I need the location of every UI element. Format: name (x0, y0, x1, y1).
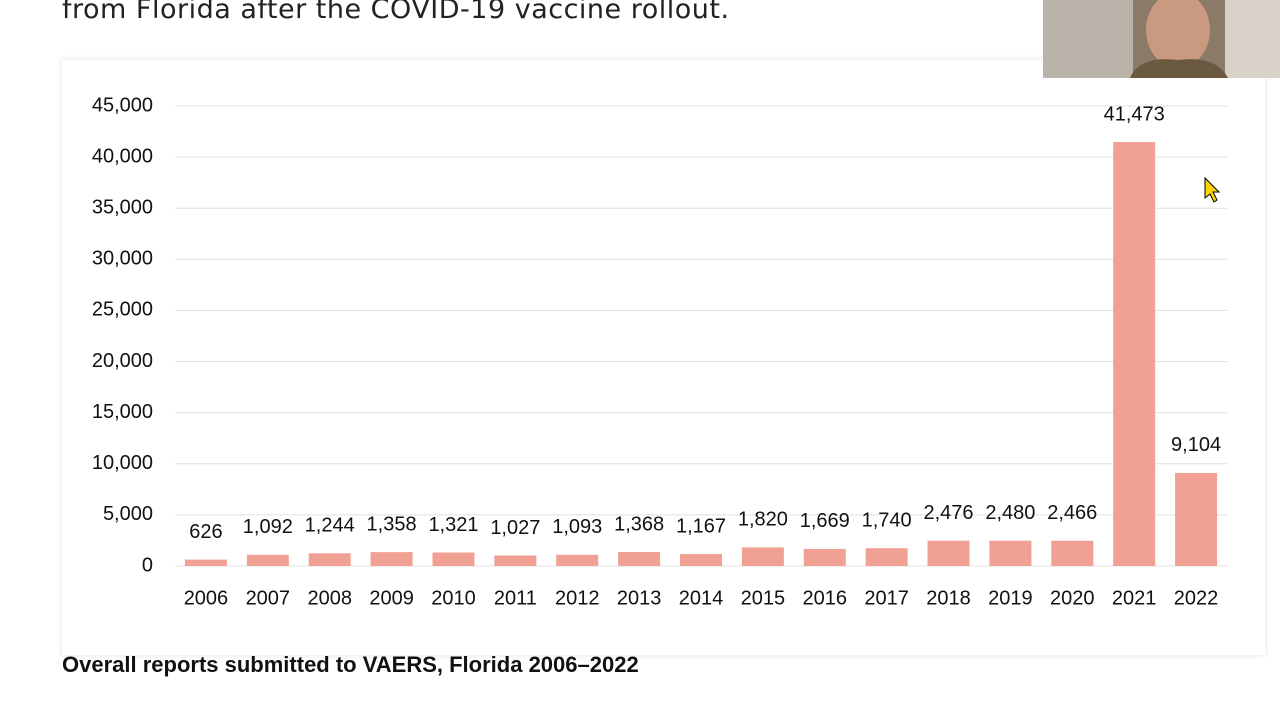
x-tick-label: 2012 (555, 587, 600, 609)
webcam-shirt (1130, 59, 1228, 78)
data-label: 626 (189, 521, 222, 543)
data-label: 1,092 (243, 516, 293, 538)
bar (184, 559, 227, 566)
data-label: 1,093 (552, 516, 602, 538)
y-tick-label: 25,000 (92, 299, 153, 321)
bar (432, 552, 475, 566)
data-label: 1,167 (676, 515, 726, 537)
y-tick-label: 30,000 (92, 248, 153, 270)
data-label: 2,476 (923, 502, 973, 524)
x-tick-label: 2010 (431, 587, 476, 609)
data-label: 1,321 (428, 514, 478, 536)
bar (246, 554, 289, 566)
webcam-window (1225, 0, 1280, 78)
x-tick-label: 2014 (679, 587, 724, 609)
x-tick-label: 2022 (1174, 587, 1219, 609)
x-tick-label: 2013 (617, 587, 662, 609)
bar (1175, 472, 1218, 566)
x-tick-label: 2009 (369, 587, 414, 609)
y-tick-label: 45,000 (92, 94, 153, 116)
y-tick-label: 10,000 (92, 452, 153, 474)
x-tick-label: 2006 (184, 587, 229, 609)
x-tick-label: 2008 (307, 587, 352, 609)
bar (556, 554, 599, 566)
webcam-face (1146, 0, 1210, 68)
x-tick-label: 2018 (926, 587, 971, 609)
data-label: 1,358 (367, 513, 417, 535)
x-tick-label: 2007 (246, 587, 291, 609)
data-label: 1,669 (800, 510, 850, 532)
data-label: 1,740 (862, 509, 912, 531)
data-label: 9,104 (1171, 434, 1221, 456)
x-tick-label: 2021 (1112, 587, 1157, 609)
webcam-feed (1043, 0, 1280, 78)
bar (618, 552, 661, 566)
chart-caption: Overall reports submitted to VAERS, Flor… (62, 652, 639, 677)
mouse-cursor (1204, 176, 1221, 203)
x-tick-label: 2016 (803, 587, 848, 609)
data-label: 1,027 (490, 517, 540, 539)
bar (680, 554, 722, 566)
bar (927, 540, 970, 566)
bar (308, 553, 351, 566)
slide-heading: from Florida after the COVID-19 vaccine … (62, 0, 730, 25)
y-tick-label: 15,000 (92, 401, 153, 423)
y-tick-label: 0 (142, 554, 153, 576)
bar (370, 552, 413, 566)
y-tick-label: 20,000 (92, 350, 153, 372)
bar (494, 555, 537, 566)
x-tick-label: 2011 (494, 587, 537, 609)
bar (865, 548, 908, 566)
data-label: 2,480 (985, 502, 1035, 524)
x-tick-label: 2015 (741, 587, 786, 609)
x-tick-label: 2020 (1050, 587, 1095, 609)
data-label: 41,473 (1104, 103, 1165, 125)
bar (1113, 142, 1156, 566)
x-tick-label: 2019 (988, 587, 1033, 609)
y-tick-label: 5,000 (103, 503, 153, 525)
data-label: 1,244 (305, 515, 355, 537)
y-tick-label: 35,000 (92, 197, 153, 219)
data-label: 1,820 (738, 509, 788, 531)
bar (803, 548, 846, 566)
data-label: 2,466 (1047, 502, 1097, 524)
bar (1051, 540, 1094, 566)
bar (989, 540, 1032, 566)
data-label: 1,368 (614, 513, 664, 535)
x-tick-label: 2017 (864, 587, 909, 609)
webcam-wall (1043, 0, 1133, 78)
y-tick-label: 40,000 (92, 145, 153, 167)
bar (741, 547, 784, 566)
